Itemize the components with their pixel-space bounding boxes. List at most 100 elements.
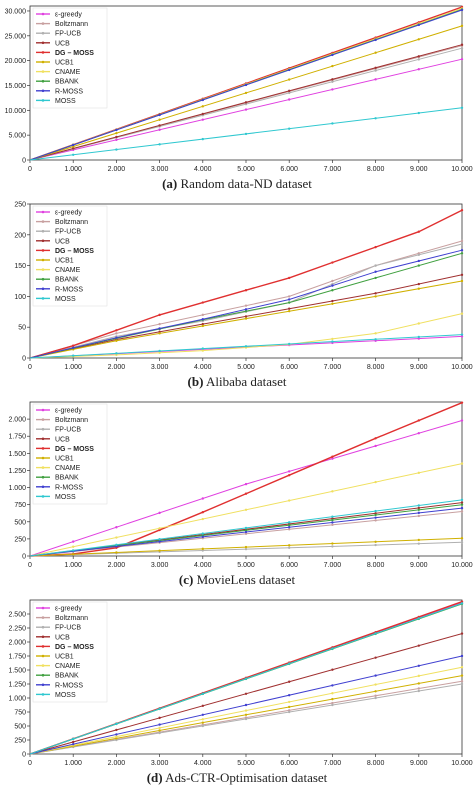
chart-d-legend-label: UCB <box>55 634 70 641</box>
chart-c-x-tick-label: 5.000 <box>237 562 255 569</box>
chart-c-series-point-cname <box>158 527 161 530</box>
chart-b-legend-marker <box>41 239 45 243</box>
chart-b-legend-box <box>32 205 108 307</box>
chart-d-y-tick-label: 750 <box>14 710 26 717</box>
chart-c-series-point-cname <box>115 536 118 539</box>
chart-c-series-point-r-moss <box>158 540 161 543</box>
chart-d-caption-letter: (d) <box>146 770 163 785</box>
chart-c-series-point-greedy <box>158 511 161 515</box>
chart-b-series-point-bbank <box>460 252 464 255</box>
chart-b-series-point-ucb <box>244 315 248 318</box>
chart-c-series-point-ucb1 <box>201 547 204 551</box>
chart-a-series-point-moss <box>72 153 75 156</box>
chart-a-series-point-greedy <box>331 88 334 91</box>
chart-c-x-tick-label: 1.000 <box>64 562 82 569</box>
chart-b-series-point-moss <box>460 333 464 336</box>
chart-a-series-point-fp-ucb <box>331 80 334 83</box>
chart-d-series-point-ucb <box>115 728 118 732</box>
chart-b-x-tick-label: 10.000 <box>451 364 473 371</box>
chart-a-caption: (a) Random data-ND dataset <box>0 176 474 192</box>
chart-c-series-point-boltzmann <box>460 510 464 513</box>
chart-d-x-tick-label: 10.000 <box>451 760 473 767</box>
chart-a-y-tick-label: 15.000 <box>5 83 27 90</box>
chart-c-series-point-fp-ucb <box>417 542 420 545</box>
chart-b-x-tick-label: 3.000 <box>151 364 169 371</box>
chart-b-legend-marker <box>41 220 45 223</box>
chart-b-x-tick-label: 8.000 <box>367 364 385 371</box>
chart-b-legend-marker <box>41 210 45 214</box>
chart-a-legend-marker <box>41 89 45 93</box>
chart-c-series-point-cname <box>244 508 248 511</box>
chart-c-series-point-fp-ucb <box>374 543 377 547</box>
chart-a-svg: 0 1.000 2.000 3.000 4.000 5.000 6.000 7.000 8.00… <box>5 5 473 173</box>
chart-d-x-tick-label: 3.000 <box>151 760 169 767</box>
chart-a-series-point-moss <box>115 148 118 151</box>
chart-b-series-point-ucb1 <box>417 287 420 290</box>
chart-b-series-point-moss <box>201 347 204 350</box>
chart-d-series-point-ucb <box>374 656 377 659</box>
chart-a-series-point-r-moss <box>374 38 377 42</box>
chart-b-legend-marker <box>41 229 45 233</box>
chart-b-legend-marker <box>41 277 45 281</box>
chart-d-series-point-cname <box>288 700 291 704</box>
chart-a-series-point-r-moss <box>331 53 334 57</box>
chart-c-series-point-bbank <box>460 503 464 506</box>
chart-b-series-point-r-moss <box>158 327 161 330</box>
chart-c-x-tick-label: 7.000 <box>324 562 342 569</box>
chart-a-series-point-fp-ucb <box>374 69 377 72</box>
chart-b-series-point-fp-ucb <box>460 242 464 246</box>
chart-d-series-point-ucb1 <box>115 737 118 740</box>
chart-c-series-point-bbank <box>331 518 334 522</box>
chart-b-series-point-moss <box>374 338 377 341</box>
chart-a-x-tick-label: 8.000 <box>367 166 385 173</box>
chart-c-y-tick-label: 1.750 <box>8 434 26 441</box>
chart-a-series-point-ucb <box>460 43 464 46</box>
chart-c-legend-label: CNAME <box>55 465 81 472</box>
chart-d-y-tick-label: 2.500 <box>8 612 26 619</box>
chart-c-series-point-dg-moss <box>331 455 334 458</box>
chart-b-x-tick-label: 5.000 <box>237 364 255 371</box>
chart-b-series-point-r-moss <box>115 336 118 339</box>
chart-b-y-tick-label: 200 <box>14 232 26 239</box>
chart-a-series-point-fp-ucb <box>460 47 464 50</box>
chart-d-legend-marker <box>41 664 45 667</box>
chart-a-series-point-moss <box>244 132 248 136</box>
chart-a-legend-marker <box>41 60 45 64</box>
chart-d-series-point-r-moss <box>460 654 464 658</box>
chart-c-caption-letter: (c) <box>178 572 194 587</box>
chart-b-series-point-boltzmann <box>460 239 464 243</box>
chart-a-legend-label: CNAME <box>55 69 81 76</box>
chart-panel-a: 0 1.000 2.000 3.000 4.000 5.000 6.000 7.000 8.00… <box>0 0 474 196</box>
chart-d-series-point-r-moss <box>288 694 291 697</box>
chart-b-caption-letter: (b) <box>187 374 204 389</box>
chart-b-caption-text: Alibaba dataset <box>205 374 287 389</box>
chart-d-x-tick-label: 2.000 <box>108 760 126 767</box>
chart-a-series-point-r-moss <box>417 23 420 27</box>
chart-a-legend-label: UCB <box>55 40 70 47</box>
chart-b-series-point-boltzmann <box>115 332 118 335</box>
chart-c-x-tick-label: 2.000 <box>108 562 126 569</box>
chart-c-series-point-bbank <box>244 529 248 532</box>
chart-d-series-point-fp-ucb <box>374 696 377 700</box>
chart-b-series-point-boltzmann <box>288 295 291 298</box>
chart-d-series-point-ucb1 <box>460 674 464 677</box>
chart-a-series-point-moss <box>331 122 334 125</box>
chart-a-series-point-greedy <box>374 78 377 81</box>
chart-a-legend-label: BBANK <box>55 79 79 86</box>
chart-c-series-point-greedy <box>288 470 291 473</box>
chart-d-legend-marker <box>41 673 45 677</box>
chart-c-x-tick-label: 8.000 <box>367 562 385 569</box>
chart-c-series-point-ucb <box>374 512 377 515</box>
chart-b-series-point-moss <box>331 340 334 343</box>
chart-a-legend-marker <box>41 79 45 83</box>
chart-c-y-tick-label: 2.000 <box>8 417 26 424</box>
chart-d-series-point-r-moss <box>331 684 334 687</box>
chart-c-legend-marker <box>41 427 45 431</box>
chart-d-y-tick-label: 0 <box>22 752 26 759</box>
chart-b-series-point-ucb <box>417 282 420 286</box>
chart-a-series-point-ucb1 <box>288 78 291 81</box>
chart-c-series-point-ucb1 <box>158 549 161 552</box>
chart-d-legend-marker <box>41 616 45 619</box>
chart-d-series-point-r-moss <box>244 703 248 707</box>
chart-d-x-tick-label: 0 <box>28 760 32 767</box>
